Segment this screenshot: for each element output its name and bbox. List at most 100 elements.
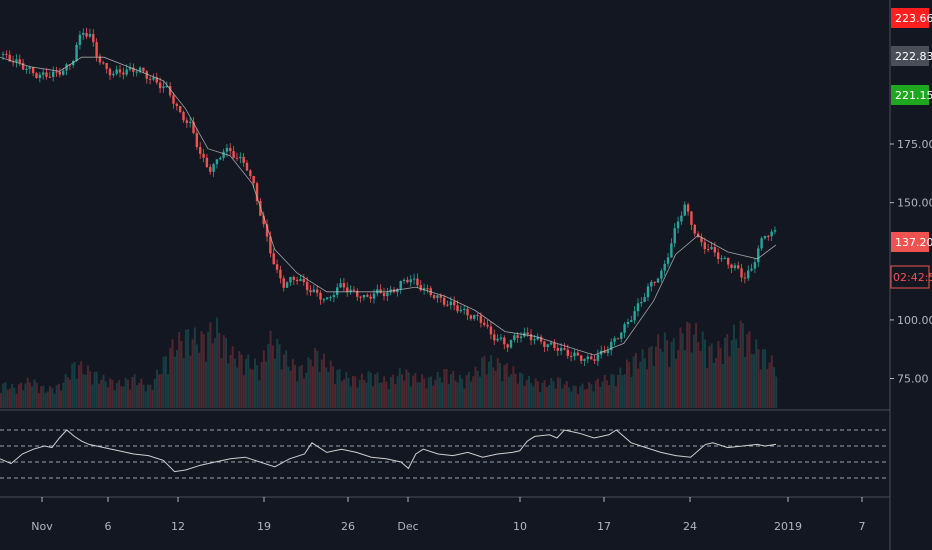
volume-bar — [331, 366, 334, 408]
volume-bar — [173, 356, 176, 408]
time-axis[interactable]: Nov 6 12 19 26 Dec 10 17 24 2019 7 — [31, 497, 866, 533]
volume-bar — [118, 380, 121, 408]
candle-body — [653, 281, 656, 283]
volume-bar — [13, 387, 16, 408]
candle-body — [118, 69, 122, 73]
candle-body — [259, 201, 262, 216]
volume-bar — [62, 382, 65, 408]
candle-body — [102, 62, 105, 64]
volume-bar — [514, 373, 517, 408]
candle-body — [262, 215, 265, 225]
volume-bar — [245, 358, 248, 408]
volume-bar — [755, 339, 758, 408]
candle-body — [636, 303, 640, 312]
volume-bar — [454, 380, 457, 408]
volume-bar — [220, 358, 223, 408]
candle-body — [446, 304, 449, 306]
candle-body — [122, 72, 125, 75]
volume-bar — [122, 386, 125, 408]
candle-body — [239, 156, 242, 159]
volume-bar — [447, 384, 450, 408]
volume-bar — [672, 338, 675, 408]
volume-bar — [338, 368, 341, 408]
candle-body — [439, 295, 443, 298]
volume-bar — [481, 357, 484, 408]
volume-bar — [336, 369, 339, 408]
volume-bar — [320, 359, 323, 408]
candle-body — [760, 238, 763, 249]
candle-body — [589, 356, 593, 360]
volume-bar — [363, 379, 366, 408]
volume-bar — [334, 383, 337, 408]
volume-bar — [412, 375, 415, 408]
candle-body — [31, 67, 35, 74]
volume-bar — [358, 379, 361, 408]
volume-bar — [505, 363, 508, 408]
candle-body — [770, 231, 773, 237]
candle-body — [703, 242, 706, 250]
volume-bar — [138, 383, 141, 408]
badge-low-text: 221.15 — [895, 89, 932, 102]
candle-body — [199, 147, 202, 154]
volume-bar — [463, 388, 466, 408]
volume-bar — [378, 382, 381, 408]
volume-bar — [552, 381, 555, 408]
volume-bar — [133, 374, 136, 408]
candle-body — [359, 296, 362, 298]
candle-body — [95, 42, 98, 57]
candle-body — [245, 162, 249, 171]
volume-bar — [588, 382, 591, 408]
volume-bar — [204, 361, 207, 408]
time-tick-label: 10 — [513, 520, 527, 533]
candle-body — [489, 326, 493, 335]
candle-body — [249, 170, 252, 176]
volume-bar — [423, 378, 426, 408]
volume-bar — [100, 379, 103, 408]
candle-body — [519, 336, 523, 338]
candle-body — [379, 289, 382, 293]
volume-bar — [155, 369, 158, 408]
time-tick-label: 7 — [859, 520, 866, 533]
candle-body — [75, 44, 78, 61]
candle-body — [105, 63, 108, 69]
candle-body — [556, 348, 559, 351]
candle-body — [456, 305, 459, 312]
candle-body — [533, 339, 536, 341]
volume-bar — [55, 385, 58, 408]
volume-bar — [773, 367, 776, 408]
volume-bar — [242, 375, 245, 408]
volume-bar — [28, 382, 31, 408]
volume-bar — [735, 339, 738, 408]
volume-bar — [737, 348, 740, 408]
volume-bar — [233, 358, 236, 408]
badge-last-price: 137.20 — [891, 232, 932, 252]
candle-body — [275, 264, 279, 270]
candle-body — [623, 324, 626, 333]
candle-body — [726, 257, 730, 265]
price-axis[interactable]: 75.00 100.00 150.00 175.00 — [890, 138, 932, 386]
volume-bar — [490, 355, 493, 408]
candle-body — [650, 281, 653, 287]
candle-body — [158, 82, 162, 89]
volume-bar — [69, 379, 72, 408]
candle-body — [449, 301, 453, 306]
volume-bar — [149, 384, 152, 408]
candle-body — [336, 287, 339, 296]
volume-bar — [2, 383, 5, 408]
volume-bar — [280, 369, 283, 408]
volume-bar — [240, 354, 243, 408]
candle-body — [155, 77, 158, 83]
candle-body — [312, 289, 316, 293]
candle-body — [329, 297, 332, 299]
candle-body — [299, 278, 302, 282]
volume-bar — [752, 354, 755, 408]
badge-last-price-text: 137.20 — [895, 236, 932, 249]
candle-body — [292, 277, 295, 280]
volume-bar — [675, 358, 678, 408]
candle-body — [289, 277, 292, 283]
price-tick-label: 150.00 — [897, 197, 932, 210]
candle-body — [225, 147, 229, 152]
candle-body — [232, 151, 235, 158]
candle-body — [476, 315, 479, 317]
